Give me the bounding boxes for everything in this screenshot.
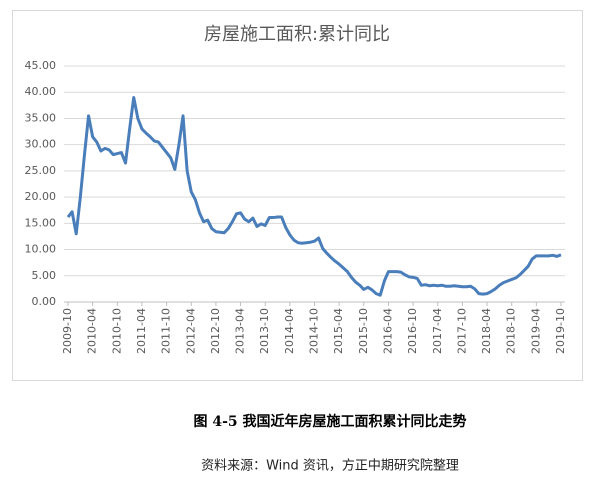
x-tick-label: 2015-04 <box>332 308 345 354</box>
x-tick-label: 2015-10 <box>357 308 370 354</box>
data-line <box>66 95 562 297</box>
x-tick-label: 2009-10 <box>61 308 74 354</box>
source-note: 资料来源：Wind 资讯，方正中期研究院整理 <box>201 458 459 474</box>
x-tick-label: 2018-10 <box>505 308 518 354</box>
x-tick-label: 2013-04 <box>234 308 247 354</box>
x-tick-label: 2016-04 <box>381 308 394 354</box>
x-tick-label: 2010-04 <box>86 308 99 354</box>
y-tick-label: 20.00 <box>25 190 57 203</box>
x-tick-label: 2013-10 <box>258 308 271 354</box>
x-tick-label: 2011-04 <box>135 308 148 354</box>
x-tick-label: 2018-04 <box>480 308 493 354</box>
figure-caption: 图 4-5 我国近年房屋施工面积累计同比走势 <box>193 413 466 430</box>
x-tick-label: 2011-10 <box>160 308 173 354</box>
x-tick-label: 2014-04 <box>283 308 296 354</box>
y-tick-label: 10.00 <box>25 243 57 256</box>
y-tick-label: 30.00 <box>25 138 57 151</box>
x-tick-label: 2012-04 <box>184 308 197 354</box>
x-tick-label: 2014-10 <box>308 308 321 354</box>
x-tick-label: 2016-10 <box>406 308 419 354</box>
y-tick-label: 45.00 <box>25 59 57 72</box>
x-tick-label: 2017-04 <box>431 308 444 354</box>
y-tick-label: 0.00 <box>32 295 57 308</box>
y-tick-label: 35.00 <box>25 111 57 124</box>
y-tick-label: 15.00 <box>25 216 57 229</box>
y-tick-label: 40.00 <box>25 85 57 98</box>
x-tick-label: 2019-10 <box>554 308 567 354</box>
x-tick-label: 2017-10 <box>455 308 468 354</box>
y-tick-label: 5.00 <box>32 269 57 282</box>
y-tick-label: 25.00 <box>25 164 57 177</box>
x-tick-label: 2019-04 <box>529 308 542 354</box>
x-tick-label: 2012-10 <box>209 308 222 354</box>
x-tick-label: 2010-10 <box>110 308 123 354</box>
chart-title: 房屋施工面积:累计同比 <box>204 24 390 45</box>
chart-frame <box>12 10 583 381</box>
